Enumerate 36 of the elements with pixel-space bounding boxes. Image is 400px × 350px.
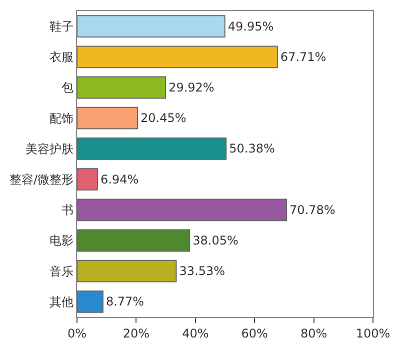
y-tick-label: 鞋子: [50, 20, 74, 34]
bar: [77, 290, 104, 313]
x-tick-label: 0%: [67, 326, 87, 340]
y-tick-label: 音乐: [50, 264, 74, 278]
bar: [77, 229, 190, 252]
x-tick-label: 20%: [122, 326, 150, 340]
data-label: 8.77%: [106, 294, 144, 309]
data-label: 67.71%: [280, 50, 326, 64]
y-tick-label: 其他: [50, 294, 74, 309]
data-label: 70.78%: [290, 202, 336, 217]
bar: [77, 76, 166, 99]
x-tick-label: 40%: [182, 326, 209, 340]
y-tick-label: 电影: [50, 234, 74, 248]
bar: [77, 168, 98, 191]
bar: [77, 15, 226, 38]
x-tick-label: 100%: [356, 326, 390, 340]
bar: [77, 198, 288, 222]
y-tick-label: 衣服: [50, 50, 74, 64]
bar: [77, 260, 177, 282]
data-label: 29.92%: [168, 80, 214, 94]
y-tick-label: 包: [62, 80, 74, 95]
y-tick-label: 美容护肤: [26, 142, 74, 156]
data-label: 20.45%: [140, 111, 186, 126]
y-tick-label: 配饰: [50, 111, 74, 126]
data-label: 38.05%: [192, 234, 238, 248]
data-label: 50.38%: [229, 142, 275, 156]
x-tick-label: 60%: [241, 326, 268, 340]
y-tick-label: 整容/微整形: [10, 172, 74, 186]
y-tick-label: 书: [62, 203, 74, 218]
bar: [77, 106, 138, 130]
data-label: 6.94%: [100, 172, 139, 186]
bar: [77, 46, 278, 68]
data-label: 49.95%: [228, 19, 274, 34]
data-label: 33.53%: [179, 264, 226, 278]
x-tick-label: 80%: [300, 326, 328, 340]
bar: [77, 137, 227, 160]
